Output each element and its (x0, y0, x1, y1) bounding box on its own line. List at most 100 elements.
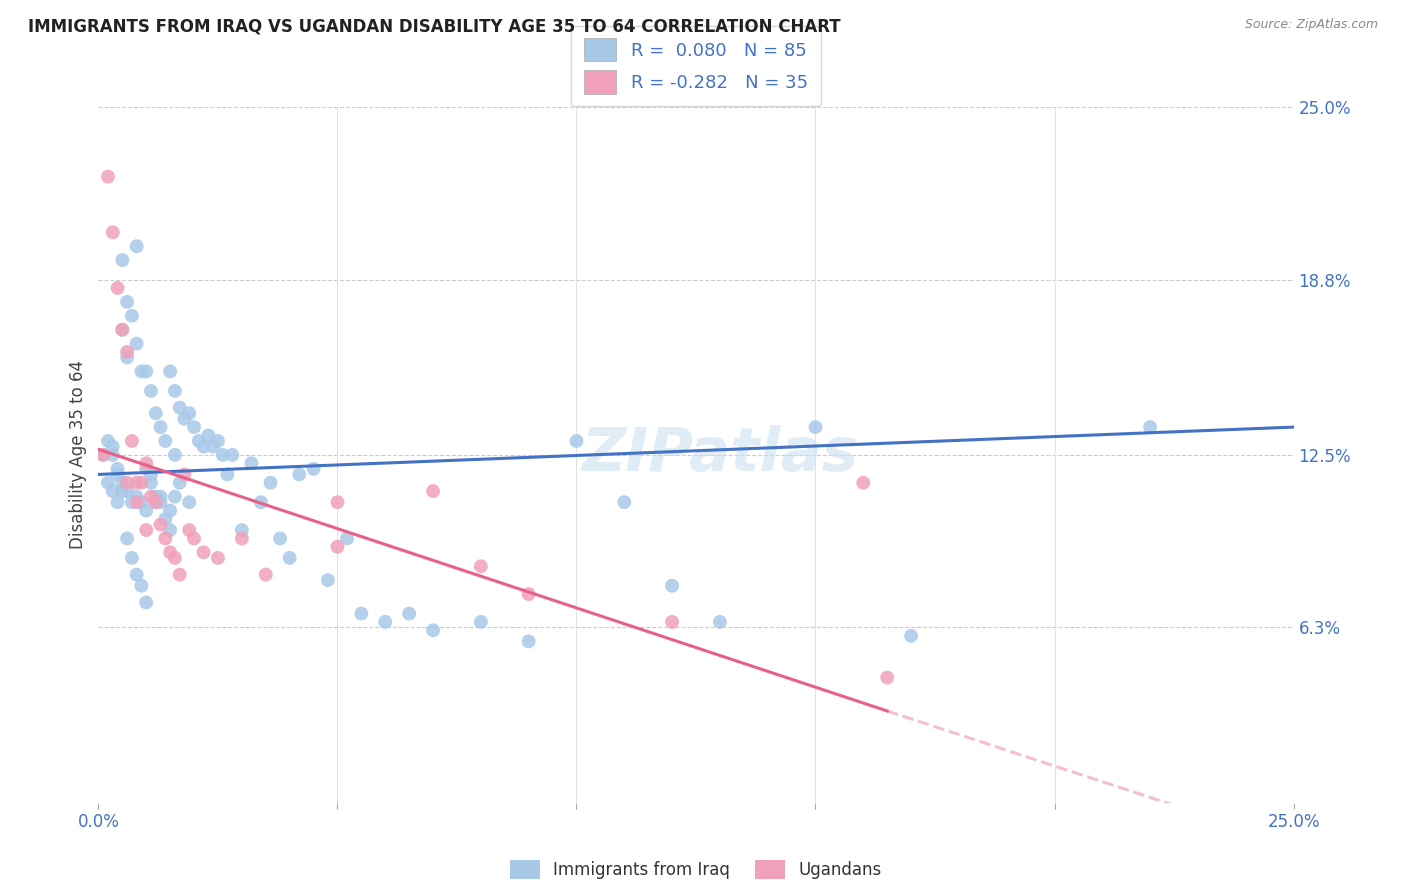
Point (900, 629, 922, 643)
Point (149, 495, 172, 509)
Point (155, 512, 177, 526)
Point (111, 253, 134, 268)
Point (1139, 420, 1161, 434)
Point (139, 475, 162, 490)
Point (193, 440, 215, 454)
Point (115, 345, 138, 359)
Point (187, 434, 209, 448)
Point (149, 490, 172, 504)
Point (288, 467, 311, 482)
Point (101, 440, 124, 454)
Point (221, 448, 243, 462)
Point (101, 484, 124, 499)
Point (207, 550, 229, 565)
Point (179, 523, 201, 537)
Legend: Immigrants from Iraq, Ugandans: Immigrants from Iraq, Ugandans (503, 853, 889, 886)
Point (125, 490, 148, 504)
Point (145, 406, 167, 420)
Point (115, 351, 138, 365)
Point (326, 495, 349, 509)
Point (173, 411, 195, 425)
Point (131, 475, 153, 490)
Point (517, 634, 540, 648)
Point (97, 434, 120, 448)
Point (107, 281, 129, 295)
Point (169, 475, 191, 490)
Y-axis label: Disability Age 35 to 64: Disability Age 35 to 64 (69, 360, 87, 549)
Point (125, 475, 148, 490)
Point (155, 532, 177, 546)
Point (135, 364, 157, 378)
Point (135, 595, 157, 609)
Point (173, 467, 195, 482)
Point (250, 495, 273, 509)
Point (709, 615, 731, 629)
Point (193, 545, 215, 559)
Point (316, 573, 339, 587)
Point (111, 323, 134, 337)
Point (111, 475, 134, 490)
Point (269, 532, 291, 546)
Point (97, 169, 120, 184)
Point (163, 448, 186, 462)
Point (517, 587, 540, 601)
Point (107, 462, 129, 476)
Point (169, 401, 191, 415)
Point (183, 420, 205, 434)
Point (217, 467, 239, 482)
Point (350, 607, 373, 621)
Point (115, 475, 138, 490)
Point (163, 384, 186, 398)
Point (259, 475, 281, 490)
Text: IMMIGRANTS FROM IRAQ VS UGANDAN DISABILITY AGE 35 TO 64 CORRELATION CHART: IMMIGRANTS FROM IRAQ VS UGANDAN DISABILI… (28, 18, 841, 36)
Point (254, 567, 277, 582)
Point (240, 456, 263, 470)
Point (876, 671, 898, 685)
Point (661, 579, 683, 593)
Point (115, 294, 138, 309)
Point (121, 495, 143, 509)
Point (422, 624, 444, 638)
Point (121, 434, 143, 448)
Point (121, 309, 143, 323)
Point (115, 532, 138, 546)
Point (135, 503, 157, 517)
Point (145, 490, 167, 504)
Point (159, 523, 181, 537)
Point (125, 567, 148, 582)
Text: Source: ZipAtlas.com: Source: ZipAtlas.com (1244, 18, 1378, 31)
Point (107, 495, 129, 509)
Point (211, 448, 233, 462)
Point (422, 484, 444, 499)
Point (149, 420, 172, 434)
Point (470, 615, 492, 629)
Point (145, 495, 167, 509)
Point (202, 440, 225, 454)
Point (125, 239, 148, 253)
Point (613, 495, 636, 509)
Point (163, 550, 186, 565)
Point (169, 567, 191, 582)
Point (197, 428, 219, 442)
Text: ZIPatlas: ZIPatlas (581, 425, 859, 484)
Point (139, 384, 162, 398)
Point (565, 434, 588, 448)
Point (97, 475, 120, 490)
Point (155, 434, 177, 448)
Point (398, 607, 420, 621)
Point (107, 467, 129, 482)
Point (101, 225, 124, 239)
Point (91, 448, 114, 462)
Point (302, 462, 325, 476)
Point (183, 532, 205, 546)
Point (111, 484, 134, 499)
Point (135, 523, 157, 537)
Point (278, 550, 301, 565)
Point (125, 336, 148, 351)
Point (131, 495, 153, 509)
Point (661, 615, 683, 629)
Point (135, 456, 157, 470)
Point (121, 550, 143, 565)
Point (145, 495, 167, 509)
Point (179, 406, 201, 420)
